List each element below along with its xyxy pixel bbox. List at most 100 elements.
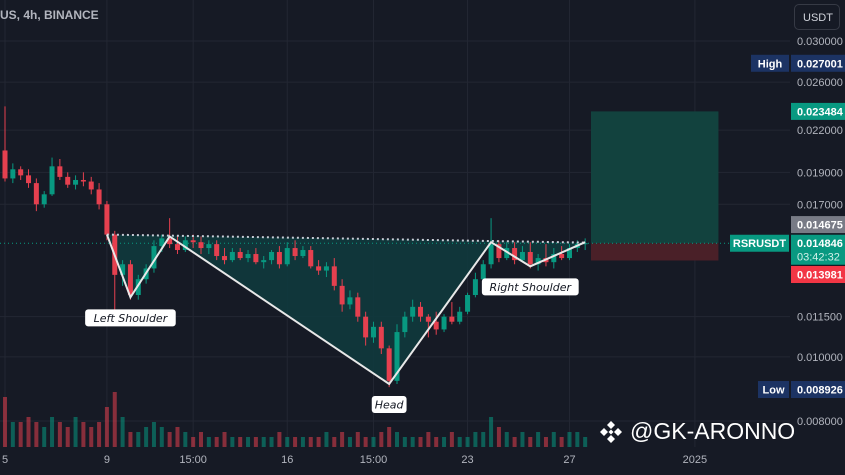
candle — [292, 240, 298, 261]
candle-body — [378, 326, 384, 349]
candle-body — [206, 244, 212, 249]
volume-bar — [222, 432, 227, 447]
volume-bar — [144, 427, 149, 447]
candle-body — [120, 264, 126, 275]
volume-bar — [183, 432, 188, 447]
candle-body — [449, 316, 455, 322]
volume-bar — [253, 437, 258, 447]
y-tick-label: 0.022000 — [797, 125, 843, 137]
candle-body — [457, 311, 463, 322]
volume-bar — [206, 437, 211, 447]
pattern-label: Head — [371, 395, 407, 413]
volume-bar — [285, 437, 290, 447]
candle — [10, 163, 16, 184]
candle-body — [284, 248, 290, 265]
x-tick-label: 15:00 — [360, 454, 388, 466]
candle-body — [308, 250, 314, 267]
candle — [167, 218, 173, 249]
x-tick-label: 5 — [2, 454, 8, 466]
candle — [41, 191, 47, 208]
pattern-label-text: Right Shoulder — [490, 281, 573, 294]
volume-bar — [379, 432, 384, 447]
volume-bar — [246, 437, 251, 447]
candle-body — [316, 266, 322, 271]
candle — [88, 176, 94, 195]
position-profit-zone — [591, 111, 719, 244]
volume-bar — [277, 432, 282, 447]
candle-body — [496, 244, 502, 259]
candle — [512, 242, 518, 265]
candle — [276, 246, 282, 269]
volume-bar — [128, 432, 133, 447]
volume-bar — [332, 437, 337, 447]
candle-body — [519, 252, 525, 261]
candle — [457, 306, 463, 325]
price-label-high: 0.027001 High — [751, 54, 845, 72]
pattern-fill — [106, 234, 586, 384]
candle-body — [465, 295, 471, 312]
volume-bar — [442, 437, 447, 447]
volume-bar — [402, 437, 407, 447]
candle-body — [551, 254, 557, 263]
volume-bar — [567, 432, 572, 447]
volume-bar — [371, 437, 376, 447]
candle — [472, 272, 478, 298]
candle-body — [253, 254, 259, 263]
volume-bar — [465, 437, 470, 447]
volume-bar — [34, 422, 39, 447]
price-badge — [791, 102, 845, 120]
candle-body — [402, 316, 408, 333]
candle — [65, 172, 71, 188]
volume-bar — [316, 437, 321, 447]
volume-bar — [528, 437, 533, 447]
candle — [323, 262, 329, 278]
price-label-low: 0.008926 Low — [758, 381, 845, 399]
candle-body — [127, 264, 133, 296]
volume-bar — [340, 432, 345, 447]
candle-body — [33, 183, 39, 205]
candle — [26, 169, 32, 188]
candle-body — [174, 244, 180, 251]
volume-bar — [418, 437, 423, 447]
candle — [425, 314, 431, 338]
candle — [96, 183, 102, 210]
volume-bar — [50, 417, 55, 447]
candle — [519, 246, 525, 263]
candle — [18, 166, 24, 180]
currency-button[interactable]: USDT — [794, 4, 840, 30]
volume-bar — [136, 432, 141, 447]
volume-bar — [120, 417, 125, 447]
price-tag-text: RSRUSDT — [733, 238, 786, 250]
pattern-label-text: Left Shoulder — [94, 312, 169, 325]
price-tag-text: Low — [763, 385, 785, 397]
volume-bar — [18, 422, 23, 447]
candle — [206, 240, 212, 255]
candle — [253, 248, 259, 265]
candle-body — [41, 194, 47, 205]
candle-body — [222, 256, 228, 261]
volume-bar — [10, 422, 15, 447]
countdown: 03:42:32 — [797, 252, 840, 264]
candle-body — [237, 252, 243, 259]
candle — [418, 302, 424, 322]
x-tick-label: 23 — [461, 454, 473, 466]
candle — [363, 311, 369, 346]
candle — [269, 250, 275, 265]
candle-body — [96, 189, 102, 205]
candle — [566, 244, 572, 261]
watermark: @GK-ARONNO — [598, 418, 795, 445]
price-tag-text: High — [758, 58, 783, 70]
price-tag — [730, 234, 789, 252]
candle — [370, 321, 376, 343]
volume-bar — [575, 432, 580, 447]
volume-bar — [57, 422, 62, 447]
candle — [449, 302, 455, 325]
candle-body — [135, 279, 141, 296]
volume-bar — [300, 437, 305, 447]
candle — [355, 292, 361, 322]
x-tick-label: 15:00 — [179, 454, 207, 466]
pattern-label: Right Shoulder — [481, 278, 579, 296]
candle-body — [190, 240, 196, 243]
candle — [174, 236, 180, 255]
